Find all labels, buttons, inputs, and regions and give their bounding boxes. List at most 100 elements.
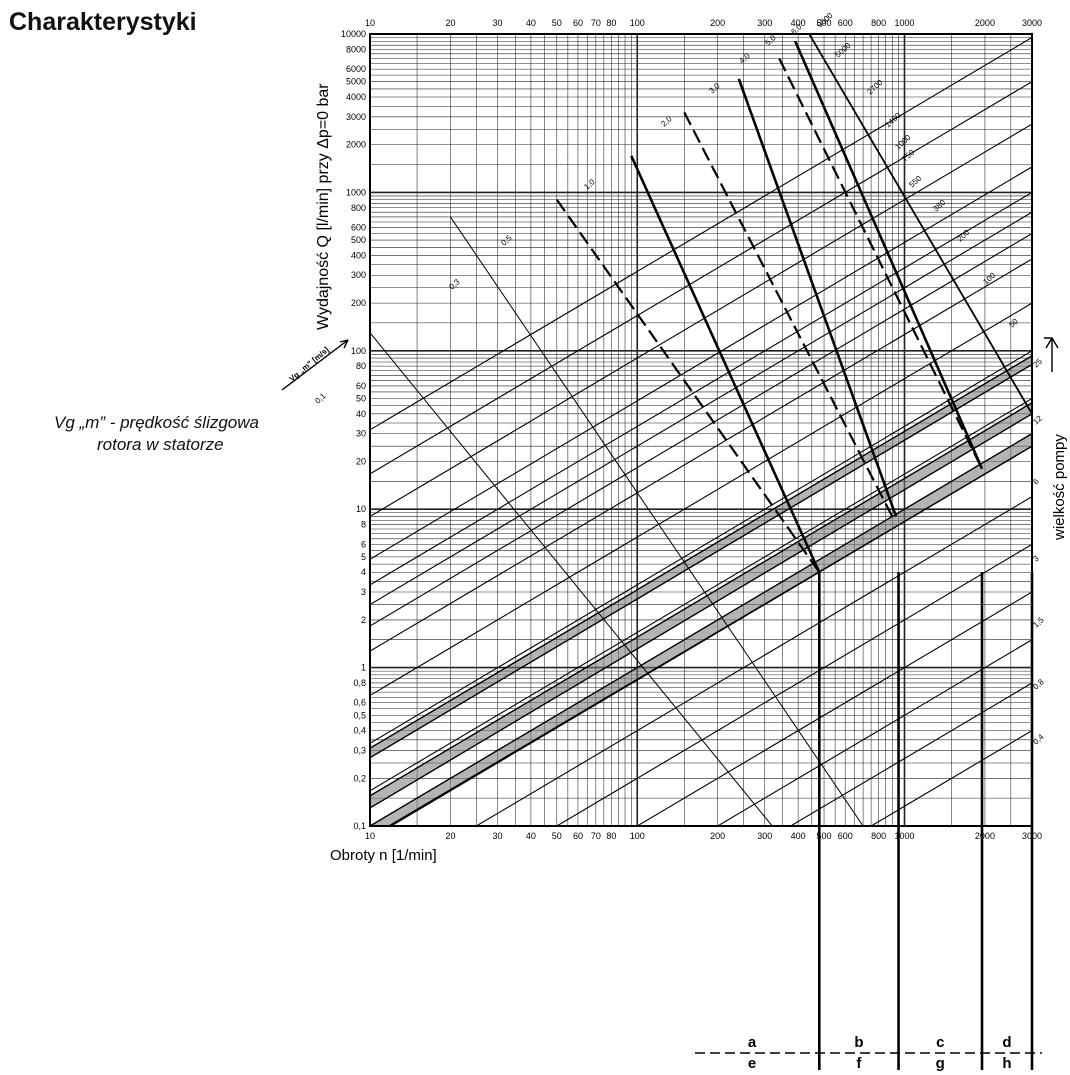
x-tick-label-top: 40: [526, 18, 536, 28]
y-tick-label: 5000: [346, 77, 366, 87]
sliding-speed-label: 1,0: [582, 177, 597, 191]
x-tick-label-top: 10: [365, 18, 375, 28]
y-tick-label: 4: [361, 567, 366, 577]
x-tick-label-bottom: 80: [606, 831, 616, 841]
pump-size-label: 2700: [865, 78, 885, 97]
pump-size-line-0-4: [870, 730, 1032, 826]
x-tick-label-bottom: 2000: [975, 831, 995, 841]
pump-size-line-5000: [370, 81, 1032, 475]
sliding-speed-line-8: [794, 40, 984, 470]
y-tick-label: 0,1: [353, 821, 366, 831]
x-tick-label-top: 800: [871, 18, 886, 28]
pump-size-label: 6: [1031, 476, 1041, 486]
y-tick-label: 600: [351, 223, 366, 233]
y-tick-label: 0,8: [353, 678, 366, 688]
pump-size-line-750: [370, 211, 1032, 606]
pump-size-line-0-8: [789, 682, 1032, 826]
shaded-band-1: [370, 354, 1032, 759]
y-tick-label: 0,5: [353, 710, 366, 720]
y-tick-label: 5: [361, 552, 366, 562]
x-tick-label-top: 60: [573, 18, 583, 28]
range-label-bottom: h: [1002, 1055, 1011, 1072]
pump-size-label: 0,4: [1031, 732, 1046, 746]
x-tick-label-top: 70: [591, 18, 601, 28]
sliding-speed-label: 0,1: [313, 391, 328, 405]
shaded-band-3: [370, 432, 1032, 826]
page-heading: Charakterystyki: [9, 8, 197, 36]
x-tick-label-bottom: 10: [365, 831, 375, 841]
range-label-top: c: [936, 1034, 944, 1051]
y-tick-label: 0,3: [353, 745, 366, 755]
pump-size-label: 100: [981, 270, 997, 286]
pump-size-line-12: [475, 496, 1032, 826]
note-line-1: Vg „m” - prędkość ślizgowa: [53, 413, 259, 432]
range-label-top: a: [748, 1034, 757, 1051]
y-axis-title: Wydajność Q [l/min] przy Δp=0 bar: [315, 83, 332, 330]
y-tick-label: 2: [361, 615, 366, 625]
shaded-band-2: [370, 401, 1032, 809]
x-tick-label-bottom: 500: [817, 831, 832, 841]
y-tick-label: 1: [361, 663, 366, 673]
note-line-2: rotora w statorze: [97, 435, 224, 454]
y-tick-label: 0,6: [353, 698, 366, 708]
x-tick-label-top: 200: [710, 18, 725, 28]
y-tick-label: 400: [351, 250, 366, 260]
pump-size-label: 0,8: [1031, 677, 1046, 691]
sliding-speed-line-4: [630, 155, 821, 573]
x-tick-label-bottom: 600: [838, 831, 853, 841]
y-tick-label: 6000: [346, 64, 366, 74]
x-tick-label-top: 2000: [975, 18, 995, 28]
sliding-speed-line-2: [450, 216, 864, 826]
y-tick-label: 200: [351, 298, 366, 308]
pump-size-line-1-5: [716, 639, 1032, 826]
pump-size-label: 25: [1031, 356, 1044, 369]
y-tick-label: 0,2: [353, 773, 366, 783]
pump-size-label: 50: [1007, 316, 1020, 329]
sliding-speed-label: 0,5: [499, 233, 514, 247]
pump-size-line-200: [370, 302, 1032, 696]
y-tick-label: 2000: [346, 140, 366, 150]
sliding-speed-line-5: [683, 111, 894, 517]
y-tick-label: 3: [361, 587, 366, 597]
pump-size-line-25: [390, 445, 1032, 826]
sliding-speed-line-7: [778, 58, 983, 470]
pump-size-line-3: [636, 591, 1032, 826]
pump-size-line-6: [555, 543, 1032, 826]
x-tick-label-bottom: 3000: [1022, 831, 1042, 841]
range-label-bottom: e: [748, 1055, 756, 1072]
sliding-speed-line-9: [808, 34, 1032, 415]
x-tick-label-bottom: 1000: [894, 831, 914, 841]
sliding-speed-line-1: [370, 332, 773, 826]
x-tick-label-top: 400: [791, 18, 806, 28]
pump-size-label: 750: [900, 147, 916, 163]
range-label-bottom: f: [856, 1055, 862, 1072]
y-tick-label: 60: [356, 381, 366, 391]
pump-size-label: 5000: [833, 41, 853, 60]
pump-size-lines: [370, 37, 1032, 826]
sliding-speed-lines: [370, 34, 1032, 826]
pump-size-line-50: [370, 398, 1032, 792]
range-label-top: b: [854, 1034, 863, 1051]
y-tick-label: 50: [356, 393, 366, 403]
x-tick-label-top: 80: [606, 18, 616, 28]
x-tick-label-bottom: 400: [791, 831, 806, 841]
right-arrow: [1044, 337, 1059, 372]
sliding-speed-label: 4,0: [737, 51, 752, 65]
y-tick-label: 80: [356, 361, 366, 371]
x-tick-label-bottom: 70: [591, 831, 601, 841]
pump-size-label: 1,5: [1031, 615, 1046, 629]
x-tick-label-top: 1000: [894, 18, 914, 28]
y-tick-label: 4000: [346, 92, 366, 102]
x-tick-label-bottom: 200: [710, 831, 725, 841]
sliding-speed-label: 2,0: [659, 114, 674, 128]
plot-frame: [369, 33, 1033, 827]
speed-marker-arrow: [281, 339, 349, 391]
range-label-top: d: [1002, 1034, 1011, 1051]
pump-size-label: 550: [907, 173, 923, 189]
y-tick-label: 800: [351, 203, 366, 213]
x-tick-label-top: 3000: [1022, 18, 1042, 28]
y-tick-label: 20: [356, 457, 366, 467]
x-tick-label-bottom: 60: [573, 831, 583, 841]
pump-size-label: 1450: [883, 111, 903, 130]
